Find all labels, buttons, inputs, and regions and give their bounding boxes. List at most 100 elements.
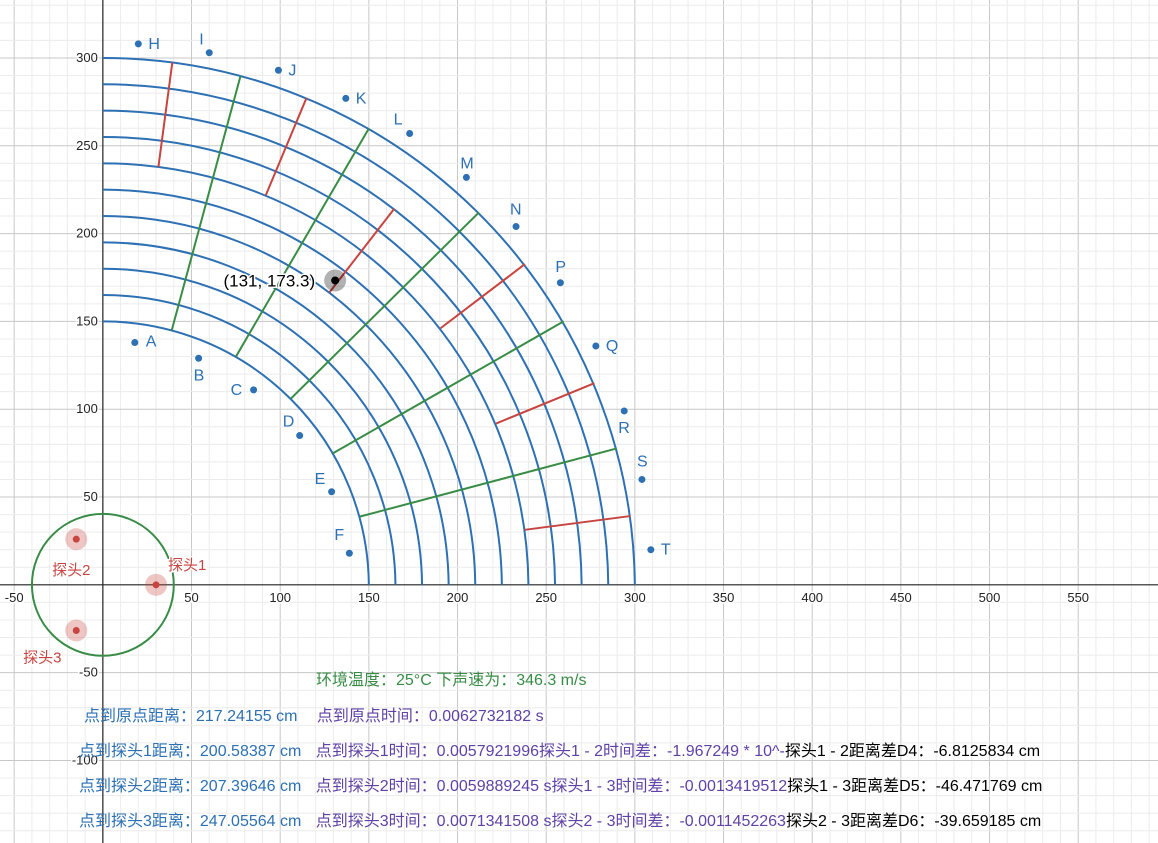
x-tick-label: 400 [801, 590, 823, 605]
probe-marker [72, 535, 80, 543]
probe12-time-diff: 探头1 - 2时间差：-1.967249 * 10^- [539, 743, 785, 760]
point-marker [638, 475, 646, 483]
green-spoke [234, 128, 370, 358]
point-marker [274, 66, 282, 74]
green-spoke [290, 211, 480, 400]
point-label: I [199, 32, 203, 49]
point-label: S [637, 453, 648, 470]
point-marker [406, 129, 414, 137]
point-label: B [194, 367, 205, 384]
point-marker [205, 49, 213, 57]
spoke-series [157, 62, 631, 531]
arc [102, 83, 610, 585]
red-spoke [439, 263, 526, 330]
x-tick-label: -50 [5, 590, 24, 605]
point-label: T [661, 542, 671, 559]
probe-row-3: 点到探头3距离：247.05564 cm 点到探头3时间：0.007134150… [79, 807, 1041, 831]
point-marker [195, 354, 203, 362]
probe1-time: 点到探头1时间：0.0057921996 [315, 743, 539, 760]
origin-time: 点到原点时间：0.0062732182 s [316, 708, 544, 725]
red-spoke [328, 208, 396, 293]
x-tick-label: 300 [624, 590, 646, 605]
point-marker [131, 338, 139, 346]
y-tick-label: -100 [72, 752, 98, 767]
arc [102, 215, 477, 585]
point-marker [134, 40, 142, 48]
tick-labels: -50 50 100 150 200 250 300 350 400 450 500 550 300 25… [3, 48, 1090, 768]
arc [102, 162, 530, 585]
point-marker [250, 386, 258, 394]
arc [102, 188, 503, 585]
x-tick-label: 450 [890, 590, 912, 605]
probe-label: 探头2 [52, 562, 90, 579]
arc [102, 109, 583, 585]
point-marker [328, 488, 336, 496]
probe13-time-diff: 探头1 - 3时间差：-0.0013419512 [551, 778, 788, 795]
point-label: A [146, 333, 157, 350]
probe23-time-diff: 探头2 - 3时间差：-0.0011452263 [551, 813, 786, 830]
y-tick-label: 300 [76, 50, 98, 65]
point-label: L [394, 111, 403, 128]
x-tick-label: 100 [269, 590, 291, 605]
probe2-time: 点到探头2时间：0.0059889245 s [315, 778, 552, 795]
x-tick-label: 550 [1067, 590, 1089, 605]
red-spoke [524, 515, 631, 531]
y-tick-label: 50 [83, 489, 97, 504]
x-tick-label: 350 [713, 590, 735, 605]
green-spoke [170, 75, 242, 331]
marked-point-group[interactable]: (131, 173.3) [222, 269, 347, 292]
origin-line: 点到原点距离：217.24155 cm 点到原点时间：0.0062732182 … [84, 702, 544, 726]
env-text: 环境温度：25°C 下声速为：346.3 m/s [316, 672, 587, 689]
probe3-time: 点到探头3时间：0.0071341508 s [315, 813, 552, 830]
probe-marker [72, 626, 80, 634]
x-tick-label: 150 [358, 590, 380, 605]
probe23-distance-diff: 探头2 - 3距离差D6：-39.659185 cm [785, 813, 1042, 830]
point-marker [342, 94, 350, 102]
marked-point[interactable] [331, 276, 340, 285]
point-marker [620, 407, 628, 415]
green-spoke [332, 320, 565, 454]
point-label: H [148, 36, 160, 53]
point-label: C [231, 382, 243, 399]
point-label: R [618, 420, 630, 437]
probe-row-2: 点到探头2距离：207.39646 cm 点到探头2时间：0.005988924… [79, 772, 1042, 796]
point-label: J [288, 62, 296, 79]
y-tick-label: 250 [76, 138, 98, 153]
arc [102, 320, 370, 585]
probe1-distance: 点到探头1距离：200.58387 cm [79, 743, 302, 760]
probe-label: 探头1 [168, 557, 206, 574]
red-spoke [157, 62, 174, 168]
probe12-distance-diff: 探头1 - 2距离差D4：-6.8125834 cm [784, 743, 1041, 760]
point-label: P [555, 259, 566, 276]
red-spoke [264, 97, 308, 196]
probe-row-1: 点到探头1距离：200.58387 cm 点到探头1时间：0.005792199… [79, 737, 1040, 761]
point-marker [345, 549, 353, 557]
y-tick-label: 200 [76, 226, 98, 241]
probe-group: 探头1 探头2 探头3 [22, 512, 208, 668]
arc [102, 56, 636, 585]
point-label: Q [606, 338, 618, 355]
point-marker [462, 173, 470, 181]
x-tick-label: 500 [979, 590, 1001, 605]
labeled-points: A B C D E F H I J K L M N P Q RS T [131, 32, 671, 559]
probe-label: 探头3 [23, 649, 61, 666]
probe3-distance: 点到探头3距离：247.05564 cm [79, 813, 302, 830]
point-marker [512, 223, 520, 231]
x-tick-label: 200 [447, 590, 469, 605]
point-label: E [315, 471, 326, 488]
point-label: N [510, 202, 522, 219]
x-tick-label: 50 [184, 590, 198, 605]
probe13-distance-diff: 探头1 - 3距离差D5：-46.471769 cm [787, 778, 1043, 795]
y-tick-label: 100 [76, 401, 98, 416]
red-spoke [495, 382, 595, 425]
point-marker [592, 342, 600, 350]
origin-distance: 点到原点距离：217.24155 cm [84, 708, 298, 725]
point-label: D [283, 414, 295, 431]
green-spoke [359, 447, 617, 518]
point-label: M [460, 155, 473, 172]
y-tick-label: 150 [76, 313, 98, 328]
point-label: F [334, 527, 344, 544]
probe-marker [152, 581, 160, 589]
